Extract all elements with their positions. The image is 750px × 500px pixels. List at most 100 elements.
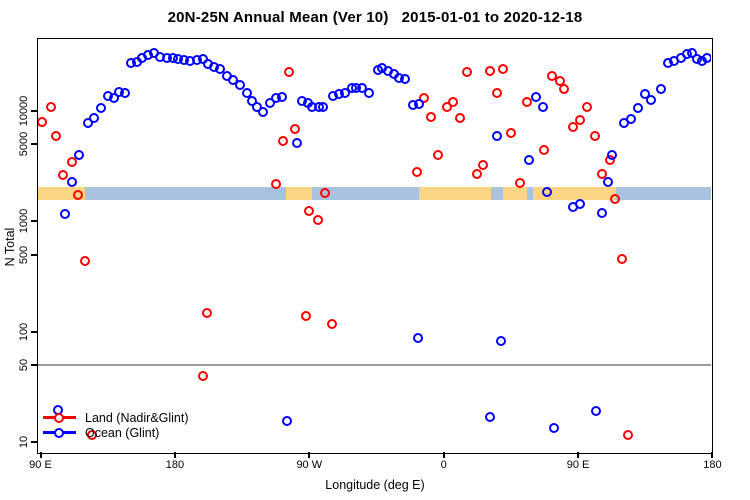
data-point-ocean [292,138,303,149]
data-point-land [432,149,443,160]
x-tick-label: 0 [440,459,447,471]
data-point-ocean [197,53,208,64]
data-point-ocean [258,106,269,117]
data-point-ocean [484,411,495,422]
chart-title: 20N-25N Annual Mean (Ver 10) 2015-01-01 … [167,9,583,26]
data-point-land [567,121,578,132]
x-tick-label: 180 [703,459,722,471]
data-point-land [492,87,503,98]
data-point-land [320,187,331,198]
data-point-ocean [549,422,560,433]
legend-item-land: Land (Nadir&Glint) [43,410,273,425]
data-point-land [447,96,458,107]
data-point-land [477,159,488,170]
plot-area: Land (Nadir&Glint) Ocean (Glint) [38,39,711,451]
data-point-ocean [234,79,245,90]
data-point-ocean [400,74,411,85]
x-tick-mark [39,452,42,458]
x-tick-mark [711,452,714,458]
data-point-ocean [318,101,329,112]
legend-circle-land-icon [54,412,64,423]
map-strip-land [533,187,617,200]
data-point-land [454,112,465,123]
data-point-ocean [59,208,70,219]
data-point-land [86,430,97,441]
x-tick-mark [173,452,176,458]
data-point-land [412,166,423,177]
data-point-ocean [120,87,131,98]
legend-label-land: Land (Nadir&Glint) [85,411,189,425]
data-point-land [58,170,69,181]
data-point-ocean [241,87,252,98]
reference-line-50 [38,363,711,366]
x-tick-label: 90 E [566,459,590,471]
data-point-ocean [640,88,651,99]
data-point-land [589,131,600,142]
data-point-land [506,128,517,139]
data-point-land [559,83,570,94]
data-point-land [73,190,84,201]
x-tick-mark [308,452,311,458]
data-point-ocean [574,198,585,209]
data-point-land [498,63,509,74]
data-point-land [289,123,300,134]
data-point-ocean [357,82,368,93]
data-point-ocean [590,406,601,417]
data-point-land [197,370,208,381]
map-strip-land [419,187,492,200]
y-tick-mark [31,441,38,443]
data-point-land [271,179,282,190]
legend-label-ocean: Ocean (Glint) [85,426,160,440]
data-point-land [521,96,532,107]
data-point-land [80,255,91,266]
data-point-ocean [542,186,553,197]
map-strip-land [502,187,528,200]
data-point-land [610,193,621,204]
map-strip-ocean [85,187,287,200]
data-point-ocean [414,98,425,109]
data-point-land [462,67,473,78]
data-point-ocean [597,208,608,219]
y-tick-label: 50 [18,358,30,372]
data-point-ocean [66,176,77,187]
data-point-land [617,253,628,264]
data-point-ocean [492,131,503,142]
y-tick-mark [31,143,38,146]
y-tick-mark [31,220,38,223]
x-axis-label: Longitude (deg E) [325,478,425,492]
data-point-ocean [364,88,375,99]
data-point-ocean [656,84,667,95]
data-point-ocean [96,102,107,113]
x-tick-label: 90 E [29,459,52,471]
map-strip-ocean [491,187,503,200]
map-strip-ocean [527,187,534,200]
data-point-ocean [603,176,614,187]
data-point-land [597,168,608,179]
data-point-land [312,214,323,225]
data-point-land [539,145,550,156]
x-tick-label: 90 W [296,459,323,471]
x-tick-mark [577,452,580,458]
data-point-ocean [496,336,507,347]
data-point-land [484,66,495,77]
y-tick-label: 10000 [18,95,30,127]
data-point-ocean [625,114,636,125]
data-point-land [426,112,437,123]
data-point-land [51,131,62,142]
x-tick-mark [442,452,445,458]
data-point-land [45,101,56,112]
data-point-ocean [632,102,643,113]
data-point-land [623,429,634,440]
data-point-ocean [523,154,534,165]
data-point-ocean [74,149,85,160]
data-point-ocean [530,92,541,103]
data-point-land [66,157,77,168]
data-point-ocean [82,118,93,128]
y-tick-label: 5000 [18,132,30,157]
legend-item-ocean: Ocean (Glint) [43,425,273,440]
data-point-land [574,115,585,126]
data-point-ocean [646,94,657,105]
data-point-ocean [246,95,257,106]
map-strip-land [286,187,312,200]
